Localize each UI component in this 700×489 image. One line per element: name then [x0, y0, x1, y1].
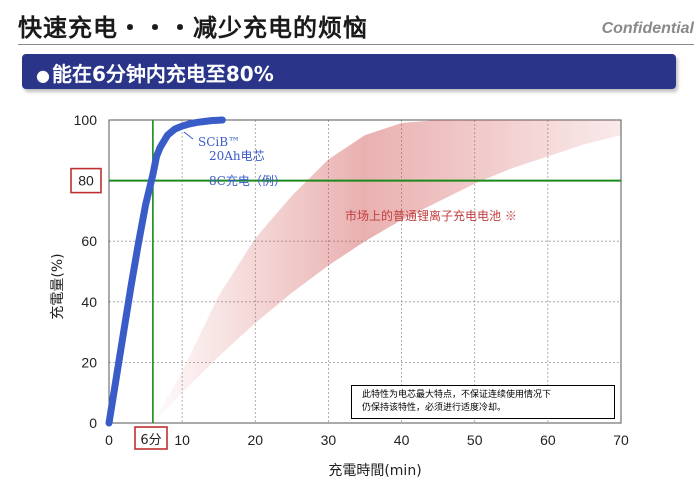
annotation-scib-brand: SCiB™: [198, 135, 240, 149]
footnote-box: 此特性为电芯最大特点，不保证连续使用情况下 仍保持该特性，必须进行适度冷却。: [351, 385, 615, 419]
confidential-label: Confidential: [601, 20, 694, 37]
annotation-scib-cell: 20Ah电芯: [209, 149, 265, 163]
banner-text: ● 能在6分钟内充电至80%: [36, 58, 274, 87]
y-tick-label: 60: [81, 233, 97, 249]
x-axis-label: 充電時間(min): [328, 463, 421, 479]
highlight-box-80: [70, 167, 102, 194]
bullet-icon: ●: [36, 66, 50, 85]
footnote-line-1: 此特性为电芯最大特点，不保证连续使用情况下: [362, 390, 552, 400]
x-tick-label: 30: [321, 432, 337, 448]
plot-frame: [108, 119, 622, 424]
x-tick-label: 20: [247, 432, 263, 448]
x-tick-label: 0: [105, 432, 113, 448]
headline-banner: ● 能在6分钟内充电至80%: [22, 54, 676, 89]
annotation-leader: [183, 131, 194, 140]
y-axis-label: 充電量(%): [50, 253, 66, 319]
x-tick-label: 50: [467, 432, 483, 448]
y-tick-label: 20: [81, 354, 97, 370]
x-tick-label: 60: [540, 432, 556, 448]
x-tick-label: 70: [613, 432, 629, 448]
title-divider: [18, 44, 694, 45]
annotation-8c: 8C充电（例）: [209, 173, 286, 188]
x-tick-label: 40: [394, 432, 410, 448]
y-tick-label: 0: [89, 415, 97, 431]
page-title: 快速充电・・・减少充电的烦恼: [18, 14, 368, 42]
band-label: 市场上的普通锂离子充电电池 ※: [345, 208, 517, 223]
y-tick-label-80: 80: [78, 173, 94, 189]
y-tick-label: 40: [81, 294, 97, 310]
x-tick-label-6min: 6分: [140, 433, 161, 448]
footnote-line-2: 仍保持该特性，必须进行适度冷却。: [362, 403, 507, 413]
highlight-box-6min: [134, 426, 168, 450]
banner-label: 能在6分钟内充电至80%: [51, 62, 274, 86]
x-tick-label: 10: [174, 432, 190, 448]
series-line-scib: [105, 116, 226, 427]
y-tick-label: 100: [74, 112, 98, 128]
band-area: [152, 120, 621, 423]
